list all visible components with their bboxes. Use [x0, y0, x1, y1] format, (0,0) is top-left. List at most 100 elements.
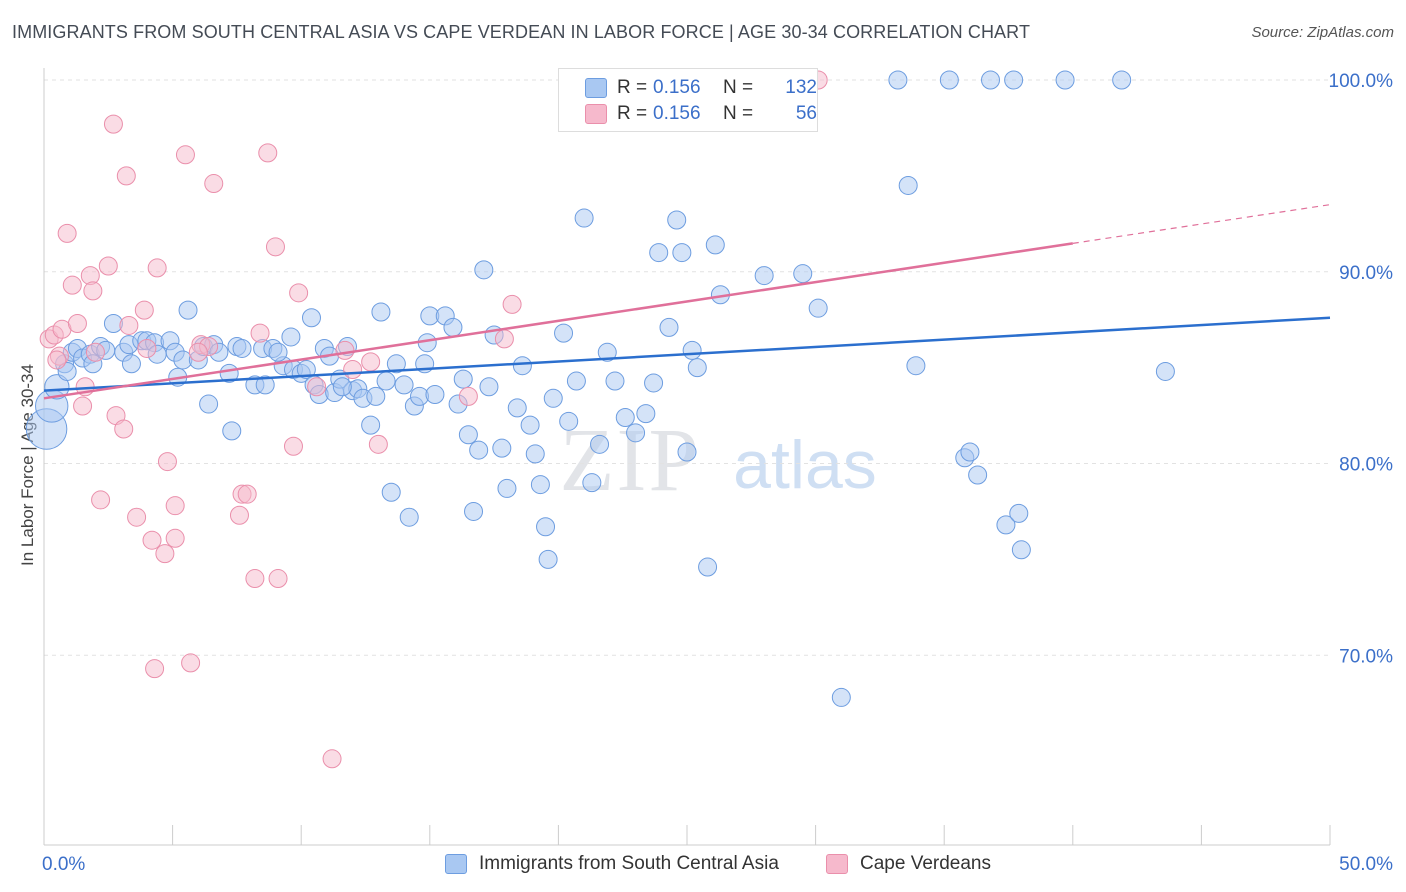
point-cape-verdean	[114, 419, 134, 439]
point-south-central-asia	[605, 371, 625, 391]
point-south-central-asia	[667, 210, 687, 230]
point-south-central-asia	[520, 415, 540, 435]
point-cape-verdean	[494, 329, 514, 349]
point-south-central-asia	[980, 70, 1000, 90]
point-cape-verdean	[268, 569, 288, 589]
point-cape-verdean	[147, 258, 167, 278]
n-value: 56	[795, 103, 817, 124]
n-value: 132	[785, 77, 817, 98]
point-south-central-asia	[458, 425, 478, 445]
point-cape-verdean	[283, 436, 303, 456]
point-cape-verdean	[368, 434, 388, 454]
point-south-central-asia	[906, 356, 926, 376]
point-south-central-asia	[538, 549, 558, 569]
point-cape-verdean	[307, 377, 327, 397]
x-tick-label: 0.0%	[42, 854, 85, 875]
point-south-central-asia	[898, 175, 918, 195]
point-south-central-asia	[574, 208, 594, 228]
r-label: R =	[617, 77, 648, 98]
point-south-central-asia	[464, 501, 484, 521]
point-south-central-asia	[371, 302, 391, 322]
point-cape-verdean	[361, 352, 381, 372]
point-cape-verdean	[165, 496, 185, 516]
n-label: N =	[723, 103, 754, 124]
point-south-central-asia	[698, 557, 718, 577]
point-cape-verdean	[157, 452, 177, 472]
point-south-central-asia	[479, 377, 499, 397]
point-south-central-asia	[178, 300, 198, 320]
watermark: ZIP atlas	[560, 411, 877, 510]
point-cape-verdean	[265, 237, 285, 257]
point-cape-verdean	[57, 223, 77, 243]
point-south-central-asia	[381, 482, 401, 502]
point-south-central-asia	[443, 317, 463, 337]
point-cape-verdean	[137, 338, 157, 358]
point-south-central-asia	[677, 442, 697, 462]
blue-swatch	[585, 78, 607, 98]
point-south-central-asia	[469, 440, 489, 460]
point-south-central-asia	[492, 438, 512, 458]
point-south-central-asia	[649, 243, 669, 263]
point-south-central-asia	[960, 442, 980, 462]
source-label: Source: ZipAtlas.com	[1251, 24, 1394, 41]
point-cape-verdean	[91, 490, 111, 510]
point-south-central-asia	[996, 515, 1016, 535]
point-cape-verdean	[188, 342, 208, 362]
legend-label: Cape Verdeans	[860, 853, 991, 874]
point-cape-verdean	[245, 569, 265, 589]
point-south-central-asia	[682, 340, 702, 360]
point-south-central-asia	[199, 394, 219, 414]
point-cape-verdean	[343, 360, 363, 380]
point-cape-verdean	[155, 544, 175, 564]
r-value: 0.156	[653, 103, 701, 124]
y-tick-label: 80.0%	[1339, 455, 1393, 476]
point-south-central-asia	[507, 398, 527, 418]
point-south-central-asia	[597, 342, 617, 362]
point-cape-verdean	[83, 281, 103, 301]
point-south-central-asia	[566, 371, 586, 391]
point-cape-verdean	[258, 143, 278, 163]
point-south-central-asia	[543, 388, 563, 408]
n-label: N =	[723, 77, 754, 98]
point-south-central-asia	[582, 473, 602, 493]
point-south-central-asia	[554, 323, 574, 343]
pink-swatch	[585, 104, 607, 124]
point-cape-verdean	[85, 342, 105, 362]
point-south-central-asia	[793, 264, 813, 284]
point-south-central-asia	[754, 266, 774, 286]
point-south-central-asia	[44, 374, 70, 400]
point-cape-verdean	[116, 166, 136, 186]
point-cape-verdean	[103, 114, 123, 134]
y-tick-label: 90.0%	[1339, 263, 1393, 284]
point-south-central-asia	[222, 421, 242, 441]
point-south-central-asia	[559, 411, 579, 431]
point-south-central-asia	[1112, 70, 1132, 90]
y-tick-label: 100.0%	[1329, 71, 1394, 92]
point-cape-verdean	[145, 659, 165, 679]
point-south-central-asia	[808, 298, 828, 318]
point-south-central-asia	[525, 444, 545, 464]
r-value: 0.156	[653, 77, 701, 98]
point-south-central-asia	[296, 360, 316, 380]
point-cape-verdean	[335, 340, 355, 360]
point-south-central-asia	[301, 308, 321, 328]
point-south-central-asia	[281, 327, 301, 347]
pink-swatch	[826, 854, 848, 874]
point-cape-verdean	[73, 396, 93, 416]
point-south-central-asia	[268, 342, 288, 362]
point-south-central-asia	[1055, 70, 1075, 90]
point-cape-verdean	[134, 300, 154, 320]
point-south-central-asia	[626, 423, 646, 443]
point-cape-verdean	[181, 653, 201, 673]
point-cape-verdean	[229, 505, 249, 525]
point-cape-verdean	[127, 507, 147, 527]
correlation-legend: R = 0.156 N = 132 R = 0.156 N = 56	[558, 68, 818, 132]
point-cape-verdean	[119, 315, 139, 335]
point-south-central-asia	[636, 404, 656, 424]
point-south-central-asia	[497, 478, 517, 498]
trendline-cape-verdean	[43, 242, 1073, 400]
watermark-atlas: atlas	[733, 427, 877, 503]
x-tick-label: 50.0%	[1339, 854, 1393, 875]
blue-swatch	[445, 854, 467, 874]
